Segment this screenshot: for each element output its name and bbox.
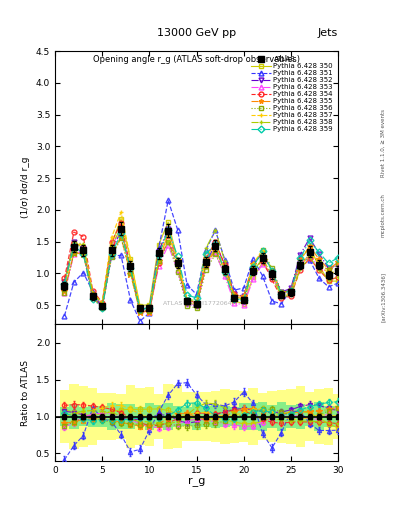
Bar xyxy=(277,402,286,431)
Text: mcplots.cern.ch: mcplots.cern.ch xyxy=(381,193,386,237)
Bar xyxy=(333,406,343,427)
Bar xyxy=(267,391,277,442)
Legend: ATLAS, Pythia 6.428 350, Pythia 6.428 351, Pythia 6.428 352, Pythia 6.428 353, P: ATLAS, Pythia 6.428 350, Pythia 6.428 35… xyxy=(250,55,334,134)
Bar xyxy=(116,404,126,429)
Bar xyxy=(163,403,173,430)
Y-axis label: Ratio to ATLAS: Ratio to ATLAS xyxy=(21,359,30,425)
Bar xyxy=(286,405,296,428)
Bar xyxy=(220,389,230,444)
Bar xyxy=(163,383,173,450)
Bar xyxy=(305,392,314,441)
Bar xyxy=(97,406,107,428)
Bar xyxy=(145,387,154,446)
Bar xyxy=(239,391,248,442)
Bar xyxy=(135,388,145,445)
Bar xyxy=(314,402,324,431)
Bar xyxy=(277,390,286,443)
Bar xyxy=(267,406,277,428)
Bar xyxy=(182,392,192,441)
Bar xyxy=(201,392,211,441)
Bar xyxy=(107,393,116,440)
Bar xyxy=(60,390,69,443)
Bar xyxy=(239,402,248,431)
Bar xyxy=(333,394,343,439)
Bar xyxy=(296,403,305,430)
Text: 13000 GeV pp: 13000 GeV pp xyxy=(157,28,236,38)
Bar xyxy=(135,408,145,425)
Bar xyxy=(69,384,79,449)
Bar xyxy=(324,388,333,445)
Bar xyxy=(248,402,258,431)
Text: Rivet 1.1.0, ≥ 3M events: Rivet 1.1.0, ≥ 3M events xyxy=(381,110,386,177)
Bar xyxy=(192,402,201,431)
Bar xyxy=(324,406,333,427)
Text: ATLAS 2019 I1772064: ATLAS 2019 I1772064 xyxy=(163,301,231,306)
Bar xyxy=(230,407,239,426)
Bar xyxy=(126,385,135,448)
Bar xyxy=(126,404,135,429)
Text: Opening angle r_g (ATLAS soft-drop observables): Opening angle r_g (ATLAS soft-drop obser… xyxy=(93,55,300,65)
Bar xyxy=(230,390,239,443)
Bar xyxy=(173,385,182,448)
Bar xyxy=(258,393,267,440)
Bar xyxy=(116,394,126,439)
Bar xyxy=(88,406,97,427)
Bar xyxy=(211,406,220,428)
Bar xyxy=(88,388,97,445)
Bar xyxy=(107,402,116,431)
Bar xyxy=(314,389,324,444)
Bar xyxy=(154,394,163,439)
Bar xyxy=(97,393,107,440)
Bar xyxy=(305,407,314,426)
Bar xyxy=(201,407,211,426)
Bar xyxy=(248,388,258,445)
Bar xyxy=(220,406,230,427)
Bar xyxy=(69,404,79,429)
Bar xyxy=(296,386,305,447)
Text: Jets: Jets xyxy=(318,28,338,38)
Bar xyxy=(286,389,296,444)
Bar xyxy=(154,406,163,428)
Bar xyxy=(211,391,220,442)
Y-axis label: (1/σ) dσ/d r_g: (1/σ) dσ/d r_g xyxy=(21,157,30,219)
Bar xyxy=(173,406,182,427)
Bar xyxy=(79,386,88,447)
X-axis label: r_g: r_g xyxy=(188,477,205,487)
Bar xyxy=(79,407,88,426)
Bar xyxy=(145,403,154,430)
Bar xyxy=(258,402,267,431)
Text: [arXiv:1306.3436]: [arXiv:1306.3436] xyxy=(381,272,386,322)
Bar xyxy=(60,407,69,426)
Bar xyxy=(192,392,201,441)
Bar xyxy=(182,408,192,425)
